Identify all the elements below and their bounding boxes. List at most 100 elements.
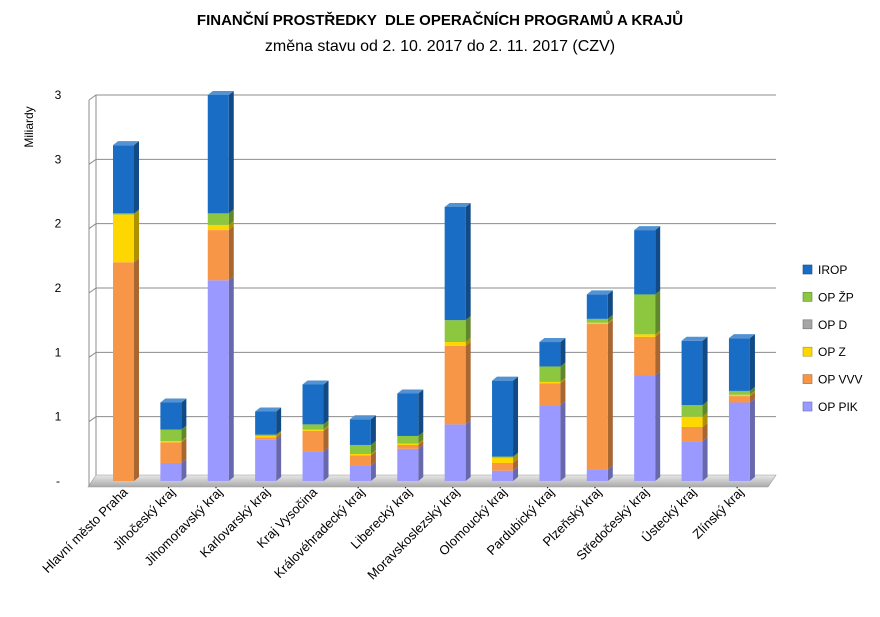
legend-swatch-op-z: [802, 346, 813, 357]
bar-segment-op-z: [207, 224, 229, 231]
bar-side-face-op-pik: [181, 458, 187, 481]
bar-segment-op-z: [444, 342, 466, 346]
gridline: [88, 351, 776, 358]
bar-segment-op-pik: [586, 469, 608, 481]
bar-segment-op-vvv: [113, 262, 134, 481]
bar-side-face-op-vvv: [418, 440, 424, 449]
bar-side-face-op-z: [560, 377, 566, 384]
bar-top-face-irop: [302, 380, 329, 385]
y-tick-label: 2: [55, 217, 62, 231]
bar-segment-irop: [160, 402, 182, 430]
bar-segment-irop: [728, 338, 750, 391]
bar-side-face-irop: [513, 376, 519, 457]
legend-swatch-irop: [802, 264, 813, 275]
bar-side-face-irop: [370, 415, 376, 445]
bar-segment-op-zp: [160, 429, 182, 442]
legend-swatch-op-d: [802, 319, 813, 330]
bar-top-face-irop: [207, 91, 234, 95]
bar-side-face-op-pik: [513, 466, 519, 481]
bar-segment-op-pik: [444, 424, 466, 481]
bar-segment-op-z: [634, 334, 656, 337]
bar-side-face-op-vvv: [465, 341, 471, 425]
bar-side-face-irop: [749, 334, 755, 391]
bar-side-face-irop: [181, 398, 187, 430]
bar-top-face-irop: [681, 336, 708, 341]
bar-side-face-op-vvv: [607, 320, 613, 470]
gridline: [88, 416, 776, 423]
bar-side-face-op-vvv: [228, 226, 234, 281]
bar-side-face-op-vvv: [655, 332, 661, 376]
bar-top-face-irop: [586, 290, 613, 295]
bar-segment-irop: [586, 294, 608, 319]
bar-side-face-op-z: [276, 431, 282, 438]
bar-side-face-op-z: [607, 318, 613, 325]
x-tick-label: Zlínský kraj: [689, 484, 746, 541]
bar-side-face-op-pik: [655, 371, 661, 481]
bar-segment-op-vvv: [160, 442, 182, 463]
y-tick-label: 2: [55, 281, 62, 295]
bar-segment-op-z: [397, 443, 419, 445]
x-tick-label: Moravskoslezský kraj: [364, 484, 462, 582]
bar-segment-op-pik: [207, 280, 229, 481]
bar-side-face-op-zp: [181, 425, 187, 442]
bar-segment-op-zp: [255, 434, 277, 436]
bar-side-face-op-pik: [607, 465, 613, 481]
bar-side-face-op-pik: [702, 437, 708, 481]
bar-segment-op-zp: [681, 405, 703, 417]
bar-segment-op-zp: [634, 294, 656, 335]
bar-side-face-op-z: [323, 425, 329, 431]
bar-side-face-op-z: [134, 210, 139, 263]
bar-top-face-irop: [113, 141, 139, 146]
bar-segment-op-z: [728, 394, 750, 397]
bar-top-face-irop: [397, 389, 424, 394]
gridline: [88, 94, 776, 101]
bar-side-face-irop: [276, 407, 282, 435]
bar-segment-op-z: [586, 322, 608, 325]
bar-side-face-op-z: [749, 390, 755, 397]
bar-side-face-op-pik: [749, 398, 755, 481]
bar-segment-op-vvv: [397, 444, 419, 449]
bar-side-face-op-z: [702, 412, 708, 427]
bar-side-face-op-z: [513, 453, 519, 463]
bar-side-face-irop: [560, 338, 566, 367]
bar-side-face-op-vvv: [702, 422, 708, 442]
gridline: [88, 223, 776, 230]
bar-segment-op-zp: [113, 213, 134, 215]
bar-top-face-irop: [539, 338, 566, 343]
bar-segment-irop: [113, 145, 134, 214]
bar-side-face-op-zp: [276, 430, 282, 436]
y-axis-title: Miliardy: [22, 106, 36, 147]
bar-segment-irop: [302, 384, 324, 425]
bar-side-face-op-vvv: [276, 433, 282, 440]
chart-floor: [87, 474, 777, 488]
bar-side-face-op-pik: [465, 420, 471, 481]
bar-segment-op-vvv: [634, 336, 656, 376]
chart-subtitle: změna stavu od 2. 10. 2017 do 2. 11. 201…: [264, 38, 616, 55]
bar-side-face-irop: [323, 380, 329, 425]
bar-side-face-op-zp: [323, 420, 329, 430]
bar-side-face-irop: [465, 202, 471, 321]
bar-side-face-op-zp: [702, 401, 708, 417]
bar-segment-irop: [444, 206, 466, 321]
legend-label-op-z: OP Z: [818, 345, 846, 359]
bar-side-face-op-vvv: [181, 438, 187, 463]
legend-swatch-op-zp: [802, 292, 813, 302]
bar-side-face-irop: [702, 336, 708, 406]
bar-segment-op-z: [160, 441, 182, 443]
bar-segment-irop: [207, 95, 229, 214]
bar-side-face-irop: [134, 141, 139, 214]
bar-segment-irop: [681, 340, 703, 406]
bar-side-face-op-zp: [655, 290, 661, 335]
bar-segment-op-zp: [302, 424, 324, 430]
bar-segment-op-vvv: [492, 462, 514, 471]
bar-segment-op-pik: [255, 439, 277, 481]
bar-segment-op-vvv: [681, 426, 703, 442]
bar-side-face-op-pik: [276, 435, 282, 481]
bar-top-face-irop: [492, 376, 519, 381]
bar-side-face-op-vvv: [513, 458, 519, 471]
bar-side-face-op-pik: [418, 444, 424, 481]
bar-segment-op-pik: [397, 448, 419, 481]
bar-side-face-op-vvv: [323, 426, 329, 452]
bar-segment-op-pik: [302, 451, 324, 481]
